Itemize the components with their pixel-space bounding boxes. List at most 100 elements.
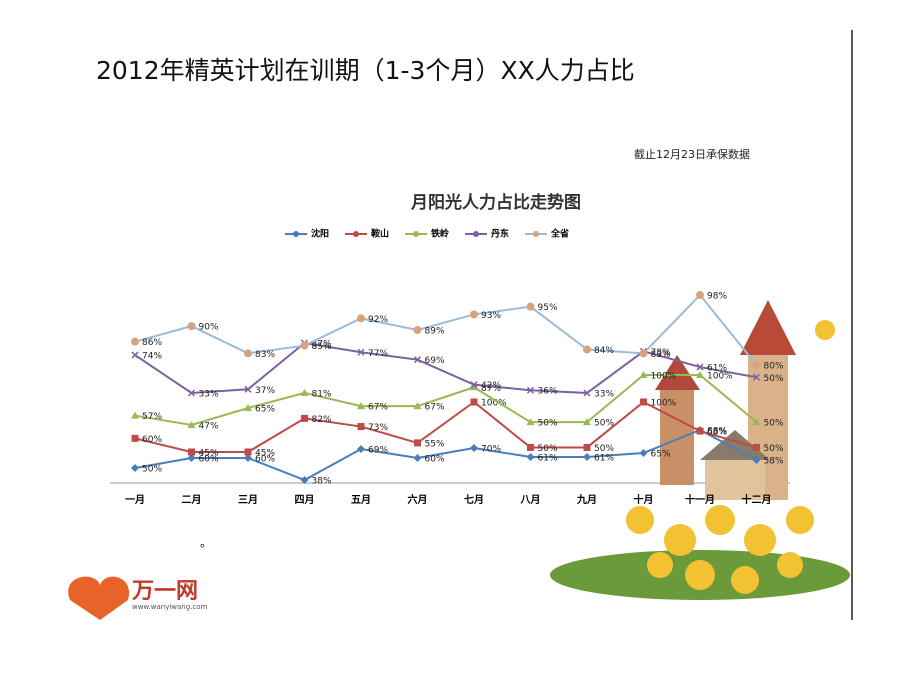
data-label: 60% — [255, 455, 275, 465]
x-tick-label: 五月 — [351, 494, 371, 506]
point — [300, 341, 309, 350]
data-label: 93% — [481, 311, 501, 321]
data-label: 100% — [651, 372, 677, 382]
point — [300, 476, 309, 484]
data-label: 85% — [312, 342, 332, 352]
point — [470, 310, 478, 319]
data-label: 67% — [368, 403, 388, 413]
data-label: 38% — [312, 477, 332, 487]
data-label: 60% — [425, 455, 445, 465]
data-label: 83% — [255, 350, 275, 360]
data-label: 88% — [707, 427, 727, 437]
data-label: 70% — [481, 445, 501, 455]
point — [413, 326, 422, 334]
data-label: 100% — [707, 372, 733, 382]
data-label: 100% — [481, 399, 507, 409]
point — [357, 402, 365, 410]
point — [413, 402, 422, 410]
legend-item: 丹东 — [465, 228, 509, 240]
data-label: 67% — [425, 403, 445, 413]
x-tick-label: 一月 — [125, 494, 145, 506]
legend-label: 沈阳 — [311, 228, 329, 240]
point — [244, 385, 252, 393]
point — [640, 398, 647, 406]
legend-marker — [473, 231, 479, 237]
point — [526, 386, 535, 394]
x-tick-label: 二月 — [182, 494, 202, 506]
data-label: 61% — [538, 454, 558, 464]
data-label: 50% — [594, 444, 614, 454]
point — [244, 448, 252, 456]
point — [188, 448, 195, 456]
point — [753, 443, 760, 451]
data-label: 50% — [538, 444, 558, 454]
point — [526, 453, 535, 461]
data-label: 33% — [594, 390, 614, 400]
data-label: 80% — [764, 362, 784, 372]
x-tick-label: 十一月 — [685, 493, 715, 506]
data-label: 84% — [594, 346, 614, 356]
point — [639, 449, 648, 457]
data-label: 83% — [651, 350, 671, 360]
data-label: 50% — [764, 419, 784, 429]
point — [752, 456, 761, 464]
data-label: 36% — [538, 387, 558, 397]
data-label: 33% — [199, 390, 219, 400]
data-label: 69% — [425, 356, 445, 366]
point — [639, 349, 648, 358]
footnote: 。 — [200, 536, 212, 550]
point — [187, 421, 196, 428]
point — [696, 363, 704, 371]
legend-label: 鞍山 — [371, 228, 389, 240]
point — [583, 418, 591, 426]
legend-item: 铁岭 — [405, 228, 449, 240]
point — [752, 418, 761, 426]
point — [583, 389, 591, 397]
point — [131, 434, 139, 442]
data-label: 69% — [368, 446, 388, 456]
point — [187, 389, 196, 397]
data-label: 92% — [368, 315, 388, 325]
point — [131, 464, 139, 472]
point — [414, 439, 421, 447]
point — [470, 398, 478, 406]
point — [244, 404, 252, 412]
point — [470, 381, 478, 389]
x-tick-label: 七月 — [464, 493, 484, 506]
point — [244, 349, 252, 358]
data-label: 89% — [425, 327, 445, 337]
data-label: 65% — [255, 405, 275, 415]
point — [413, 356, 422, 364]
data-label: 95% — [538, 303, 558, 313]
legend-label: 铁岭 — [431, 228, 449, 240]
data-label: 74% — [142, 352, 162, 362]
chart-title: 月阳光人力占比走势图 — [410, 192, 581, 213]
data-label: 82% — [312, 415, 332, 425]
point — [470, 383, 478, 391]
slide-title: 2012年精英计划在训期（1-3个月）XX人力占比 — [96, 56, 635, 85]
series-line — [134, 400, 757, 453]
data-label: 55% — [425, 439, 445, 449]
data-label: 78% — [651, 348, 671, 358]
logo: 万一网 www.wanyiwang.com — [68, 576, 208, 620]
legend-marker — [293, 231, 299, 237]
point — [583, 345, 591, 354]
data-label: 61% — [594, 454, 614, 464]
data-label: 57% — [142, 412, 162, 422]
note: 截止12月23日承保数据 — [634, 147, 750, 161]
point — [526, 302, 535, 311]
point — [357, 348, 365, 356]
point — [752, 361, 761, 369]
point — [131, 337, 139, 346]
data-label: 60% — [199, 455, 219, 465]
point — [131, 411, 139, 419]
legend-marker — [413, 231, 419, 237]
x-tick-label: 十月 — [634, 493, 654, 506]
legend-label: 全省 — [550, 228, 569, 240]
point — [357, 445, 365, 453]
series-line — [134, 341, 757, 395]
data-label: 50% — [538, 419, 558, 429]
point — [696, 291, 704, 299]
data-label: 42% — [481, 381, 501, 391]
